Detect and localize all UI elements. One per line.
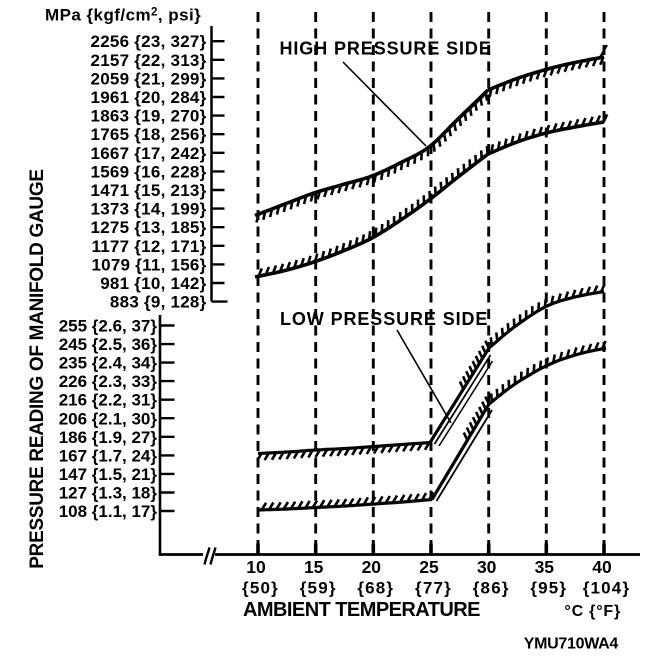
svg-text:108 {1.1, 17}: 108 {1.1, 17} (59, 502, 158, 521)
svg-text:{68}: {68} (357, 579, 394, 598)
svg-text:{95}: {95} (530, 579, 567, 598)
svg-text:1667 {17, 242}: 1667 {17, 242} (91, 144, 207, 163)
svg-text:147 {1.5, 21}: 147 {1.5, 21} (59, 465, 158, 484)
svg-text:2256 {23, 327}: 2256 {23, 327} (91, 32, 207, 51)
svg-text:1569 {16, 228}: 1569 {16, 228} (91, 162, 207, 181)
svg-text:MPa {kgf/cm2, psi}: MPa {kgf/cm2, psi} (45, 6, 201, 25)
svg-text:167 {1.7, 24}: 167 {1.7, 24} (59, 446, 158, 465)
svg-text:LOW PRESSURE SIDE: LOW PRESSURE SIDE (280, 309, 488, 329)
svg-text:216 {2.2, 31}: 216 {2.2, 31} (59, 391, 158, 410)
svg-text:1373 {14, 199}: 1373 {14, 199} (91, 200, 207, 219)
svg-text:40: 40 (592, 557, 612, 577)
svg-text:PRESSURE READING OF MANIFOLD G: PRESSURE READING OF MANIFOLD GAUGE (27, 169, 48, 568)
svg-text:1275 {13, 185}: 1275 {13, 185} (91, 218, 207, 237)
svg-text:2157 {22, 313}: 2157 {22, 313} (91, 51, 207, 70)
svg-text:127 {1.3, 18}: 127 {1.3, 18} (59, 483, 158, 502)
svg-text:HIGH PRESSURE SIDE: HIGH PRESSURE SIDE (280, 39, 492, 59)
svg-text:15: 15 (304, 557, 324, 577)
svg-text:883 {9, 128}: 883 {9, 128} (110, 293, 207, 312)
svg-text:25: 25 (419, 557, 439, 577)
svg-text:AMBIENT TEMPERATURE: AMBIENT TEMPERATURE (243, 599, 480, 621)
svg-text:35: 35 (535, 557, 555, 577)
svg-text:235 {2.4, 34}: 235 {2.4, 34} (59, 354, 158, 373)
svg-text:1765 {18, 256}: 1765 {18, 256} (91, 125, 207, 144)
svg-text:245 {2.5, 36}: 245 {2.5, 36} (59, 335, 158, 354)
svg-text:{77}: {77} (415, 579, 452, 598)
svg-text:30: 30 (477, 557, 497, 577)
svg-text:1863 {19, 270}: 1863 {19, 270} (91, 107, 207, 126)
svg-text:{59}: {59} (300, 579, 337, 598)
svg-text:1079 {11, 156}: 1079 {11, 156} (91, 255, 206, 274)
svg-text:226 {2.3, 33}: 226 {2.3, 33} (59, 372, 158, 391)
svg-text:{50}: {50} (242, 579, 279, 598)
svg-text:1471 {15, 213}: 1471 {15, 213} (91, 181, 207, 200)
svg-text:YMU710WA4: YMU710WA4 (524, 636, 619, 653)
svg-text:206 {2.1, 30}: 206 {2.1, 30} (59, 409, 158, 428)
svg-text:2059 {21, 299}: 2059 {21, 299} (91, 69, 207, 88)
svg-text:255 {2.6, 37}: 255 {2.6, 37} (59, 317, 158, 336)
svg-text:{104}: {104} (583, 579, 631, 598)
svg-text:{86}: {86} (473, 579, 510, 598)
svg-text:°C {°F}: °C {°F} (564, 603, 621, 620)
svg-text:186 {1.9, 27}: 186 {1.9, 27} (59, 428, 158, 447)
svg-text:981 {10, 142}: 981 {10, 142} (100, 274, 206, 293)
svg-text:20: 20 (362, 557, 382, 577)
svg-text:1177 {12, 171}: 1177 {12, 171} (91, 237, 206, 256)
svg-text:1961 {20, 284}: 1961 {20, 284} (91, 88, 207, 107)
svg-text:10: 10 (246, 557, 266, 577)
